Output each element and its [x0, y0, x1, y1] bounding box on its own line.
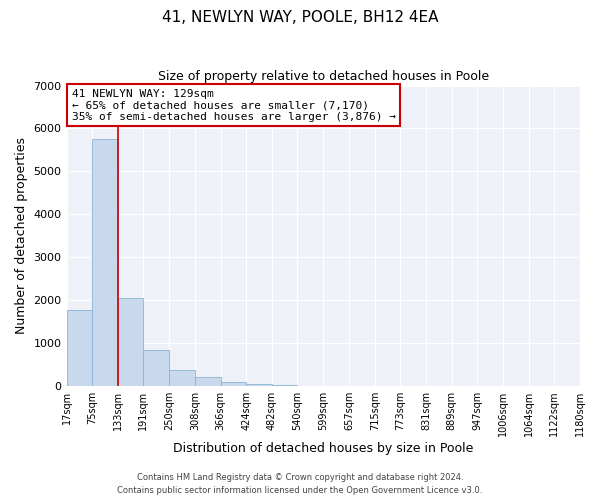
Bar — [67, 310, 92, 386]
Bar — [118, 298, 143, 386]
Bar — [169, 370, 195, 386]
Bar — [195, 377, 221, 386]
X-axis label: Distribution of detached houses by size in Poole: Distribution of detached houses by size … — [173, 442, 473, 455]
Bar — [221, 382, 246, 386]
Text: 41 NEWLYN WAY: 129sqm
← 65% of detached houses are smaller (7,170)
35% of semi-d: 41 NEWLYN WAY: 129sqm ← 65% of detached … — [71, 88, 395, 122]
Y-axis label: Number of detached properties: Number of detached properties — [15, 138, 28, 334]
Title: Size of property relative to detached houses in Poole: Size of property relative to detached ho… — [158, 70, 489, 83]
Bar — [143, 350, 169, 386]
Bar — [272, 385, 298, 386]
Text: 41, NEWLYN WAY, POOLE, BH12 4EA: 41, NEWLYN WAY, POOLE, BH12 4EA — [162, 10, 438, 25]
Bar — [246, 384, 272, 386]
Bar — [92, 139, 118, 386]
Text: Contains HM Land Registry data © Crown copyright and database right 2024.
Contai: Contains HM Land Registry data © Crown c… — [118, 474, 482, 495]
